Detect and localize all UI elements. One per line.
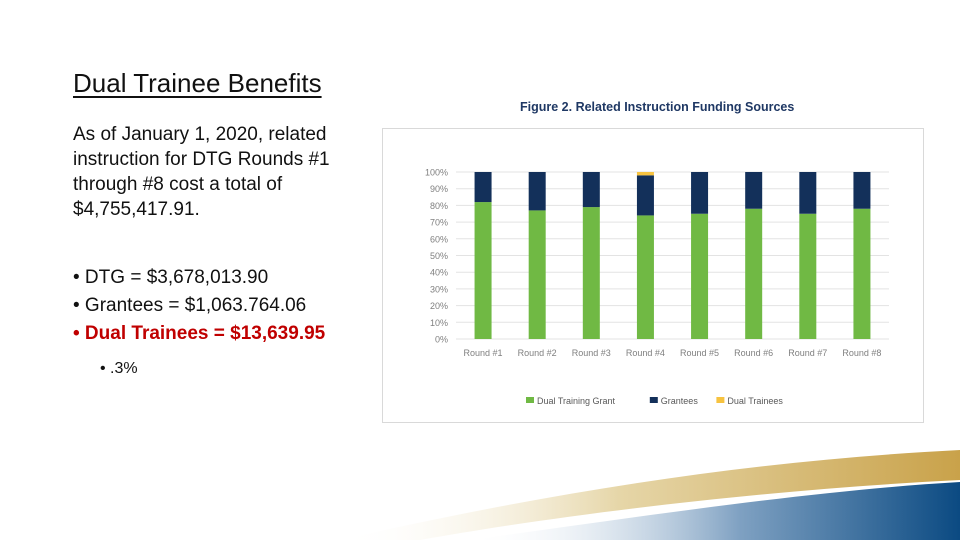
- bar-segment: [745, 172, 763, 209]
- bar-segment: [528, 172, 546, 211]
- bar-segment: [853, 172, 871, 209]
- x-tick-label: Round #3: [572, 348, 611, 358]
- bar-segment: [691, 172, 709, 214]
- bullet-dtg: • DTG = $3,678,013.90: [73, 267, 269, 288]
- x-tick-label: Round #5: [680, 348, 719, 358]
- legend-label: Dual Training Grant: [537, 396, 616, 406]
- bar-segment: [799, 213, 817, 339]
- y-tick-label: 50%: [430, 251, 448, 261]
- y-tick-label: 40%: [430, 268, 448, 278]
- figure-title: Figure 2. Related Instruction Funding So…: [520, 100, 795, 114]
- x-tick-label: Round #7: [788, 348, 827, 358]
- bullet-dual-trainees: • Dual Trainees = $13,639.95: [73, 323, 326, 344]
- bar-segment: [636, 175, 654, 216]
- bar-segment: [636, 215, 654, 339]
- funding-sources-chart: 0% 10% 20% 30% 40% 50% 60% 70% 80% 90% 100% Round #…: [425, 168, 889, 406]
- y-tick-label: 80%: [430, 201, 448, 211]
- legend-swatch: [716, 397, 725, 403]
- y-tick-label: 20%: [430, 301, 448, 311]
- y-tick-label: 100%: [425, 168, 448, 178]
- legend-label: Dual Trainees: [727, 396, 783, 406]
- x-tick-label: Round #8: [842, 348, 881, 358]
- bar-segment: [582, 172, 600, 208]
- decorative-swoosh: [340, 450, 960, 540]
- cost-bullet-list: • DTG = $3,678,013.90 • Grantees = $1,06…: [73, 264, 393, 348]
- gold-swoosh-band: [340, 450, 960, 540]
- intro-paragraph: As of January 1, 2020, related instructi…: [73, 124, 330, 220]
- bar-segment: [853, 208, 871, 339]
- bar-segment: [636, 172, 654, 176]
- bar-segment: [745, 208, 763, 339]
- y-tick-label: 0%: [435, 335, 448, 345]
- bar-segment: [528, 210, 546, 339]
- x-tick-label: Round #1: [464, 348, 503, 358]
- legend-swatch: [526, 397, 534, 403]
- legend-label: Grantees: [661, 396, 699, 406]
- x-tick-label: Round #6: [734, 348, 773, 358]
- blue-swoosh-band: [470, 482, 960, 540]
- bar-segment: [474, 202, 492, 339]
- slide-title: Dual Trainee Benefits: [73, 68, 322, 98]
- bar-segment: [582, 207, 600, 339]
- y-tick-label: 60%: [430, 234, 448, 244]
- y-tick-label: 30%: [430, 284, 448, 294]
- legend-swatch: [649, 397, 658, 403]
- chart-container: 0% 10% 20% 30% 40% 50% 60% 70% 80% 90% 100% Round #…: [382, 128, 924, 423]
- bullet-grantees: • Grantees = $1,063.764.06: [73, 295, 307, 316]
- bar-segment: [691, 213, 709, 339]
- x-tick-label: Round #2: [518, 348, 557, 358]
- bar-segment: [799, 172, 817, 214]
- sub-bullet-percent: • .3%: [100, 360, 138, 377]
- x-tick-label: Round #4: [626, 348, 665, 358]
- bar-segment: [474, 172, 492, 203]
- y-tick-label: 10%: [430, 318, 448, 328]
- y-tick-label: 70%: [430, 218, 448, 228]
- y-tick-label: 90%: [430, 184, 448, 194]
